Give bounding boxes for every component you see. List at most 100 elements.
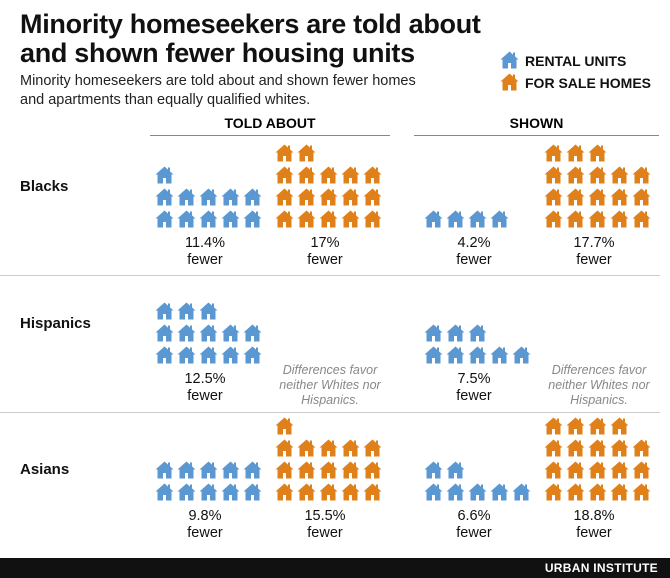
- house-icon: [155, 346, 177, 368]
- house-icon: [275, 461, 297, 483]
- house-icon: [512, 483, 534, 505]
- house-icon: [632, 483, 654, 505]
- house-icon: [468, 483, 490, 505]
- fewer: fewer: [456, 252, 492, 268]
- house-icon: [566, 483, 588, 505]
- house-icon: [177, 188, 199, 210]
- house-icon: [610, 210, 632, 232]
- fewer: fewer: [187, 252, 223, 268]
- house-icon: [610, 461, 632, 483]
- icon-group-shown-rental: [424, 324, 534, 368]
- house-icon: [566, 417, 588, 439]
- house-icon: [490, 483, 512, 505]
- house-icon: [566, 439, 588, 461]
- value-label: 17% fewer: [270, 235, 380, 269]
- house-icon: [424, 483, 446, 505]
- house-icon: [363, 483, 385, 505]
- house-icon: [566, 166, 588, 188]
- house-icon: [275, 483, 297, 505]
- house-icon: [297, 461, 319, 483]
- house-icon: [610, 483, 632, 505]
- house-icon: [155, 166, 177, 188]
- house-icon: [243, 324, 265, 346]
- divider: [0, 275, 660, 276]
- value-label: 15.5% fewer: [270, 508, 380, 542]
- house-icon: [275, 144, 297, 166]
- house-icon: [424, 324, 446, 346]
- house-icon: [341, 483, 363, 505]
- legend-label: RENTAL UNITS: [525, 53, 627, 69]
- house-icon: [500, 73, 525, 94]
- house-icon: [610, 188, 632, 210]
- house-icon: [544, 417, 566, 439]
- value-label: 4.2% fewer: [419, 235, 529, 269]
- house-icon: [544, 166, 566, 188]
- percent: 18.8%: [573, 508, 615, 524]
- fewer: fewer: [307, 252, 343, 268]
- house-icon: [221, 188, 243, 210]
- house-icon: [544, 210, 566, 232]
- house-icon: [566, 210, 588, 232]
- house-icon: [155, 210, 177, 232]
- legend: RENTAL UNITS FOR SALE HOMES: [500, 50, 651, 94]
- house-icon: [177, 461, 199, 483]
- value-label: 11.4% fewer: [150, 235, 260, 269]
- house-icon: [319, 461, 341, 483]
- house-icon: [221, 324, 243, 346]
- house-icon: [363, 166, 385, 188]
- house-icon: [544, 483, 566, 505]
- brand-logo: URBAN INSTITUTE: [544, 561, 658, 575]
- note: Differences favor neither Whites nor His…: [548, 363, 650, 407]
- value-label: 9.8% fewer: [150, 508, 260, 542]
- house-icon: [275, 188, 297, 210]
- icon-group-shown-rental: [424, 461, 534, 505]
- value-label: 18.8% fewer: [539, 508, 649, 542]
- house-icon: [446, 346, 468, 368]
- percent: 6.6%: [457, 508, 491, 524]
- icon-group-told-sale: [275, 417, 385, 505]
- house-icon: [275, 210, 297, 232]
- row-label: Asians: [20, 461, 70, 478]
- value-label: 17.7% fewer: [539, 235, 649, 269]
- house-icon: [243, 188, 265, 210]
- house-icon: [221, 483, 243, 505]
- house-icon: [446, 324, 468, 346]
- house-icon: [297, 210, 319, 232]
- column-header-shown: SHOWN: [414, 115, 659, 136]
- house-icon: [544, 461, 566, 483]
- legend-rental: RENTAL UNITS: [500, 50, 651, 72]
- house-icon: [588, 166, 610, 188]
- icon-group-shown-sale: [544, 144, 654, 232]
- fewer: fewer: [576, 252, 612, 268]
- house-icon: [177, 210, 199, 232]
- house-icon: [341, 166, 363, 188]
- house-icon: [363, 188, 385, 210]
- house-icon: [500, 51, 525, 72]
- house-icon: [341, 188, 363, 210]
- legend-label: FOR SALE HOMES: [525, 75, 652, 91]
- percent: 17.7%: [573, 235, 615, 251]
- icon-group-told-rental: [155, 461, 265, 505]
- house-icon: [588, 188, 610, 210]
- house-icon: [588, 210, 610, 232]
- house-icon: [297, 166, 319, 188]
- house-icon: [341, 439, 363, 461]
- house-icon: [319, 166, 341, 188]
- house-icon: [319, 188, 341, 210]
- house-icon: [297, 439, 319, 461]
- column-header-told: TOLD ABOUT: [150, 115, 390, 136]
- house-icon: [468, 346, 490, 368]
- house-icon: [446, 483, 468, 505]
- house-icon: [588, 439, 610, 461]
- house-icon: [424, 461, 446, 483]
- legend-sale: FOR SALE HOMES: [500, 72, 651, 94]
- house-icon: [177, 483, 199, 505]
- percent: 7.5%: [457, 371, 491, 387]
- house-icon: [177, 324, 199, 346]
- house-icon: [275, 439, 297, 461]
- fewer: fewer: [576, 525, 612, 541]
- row-label: Blacks: [20, 178, 69, 195]
- house-icon: [243, 210, 265, 232]
- house-icon: [297, 483, 319, 505]
